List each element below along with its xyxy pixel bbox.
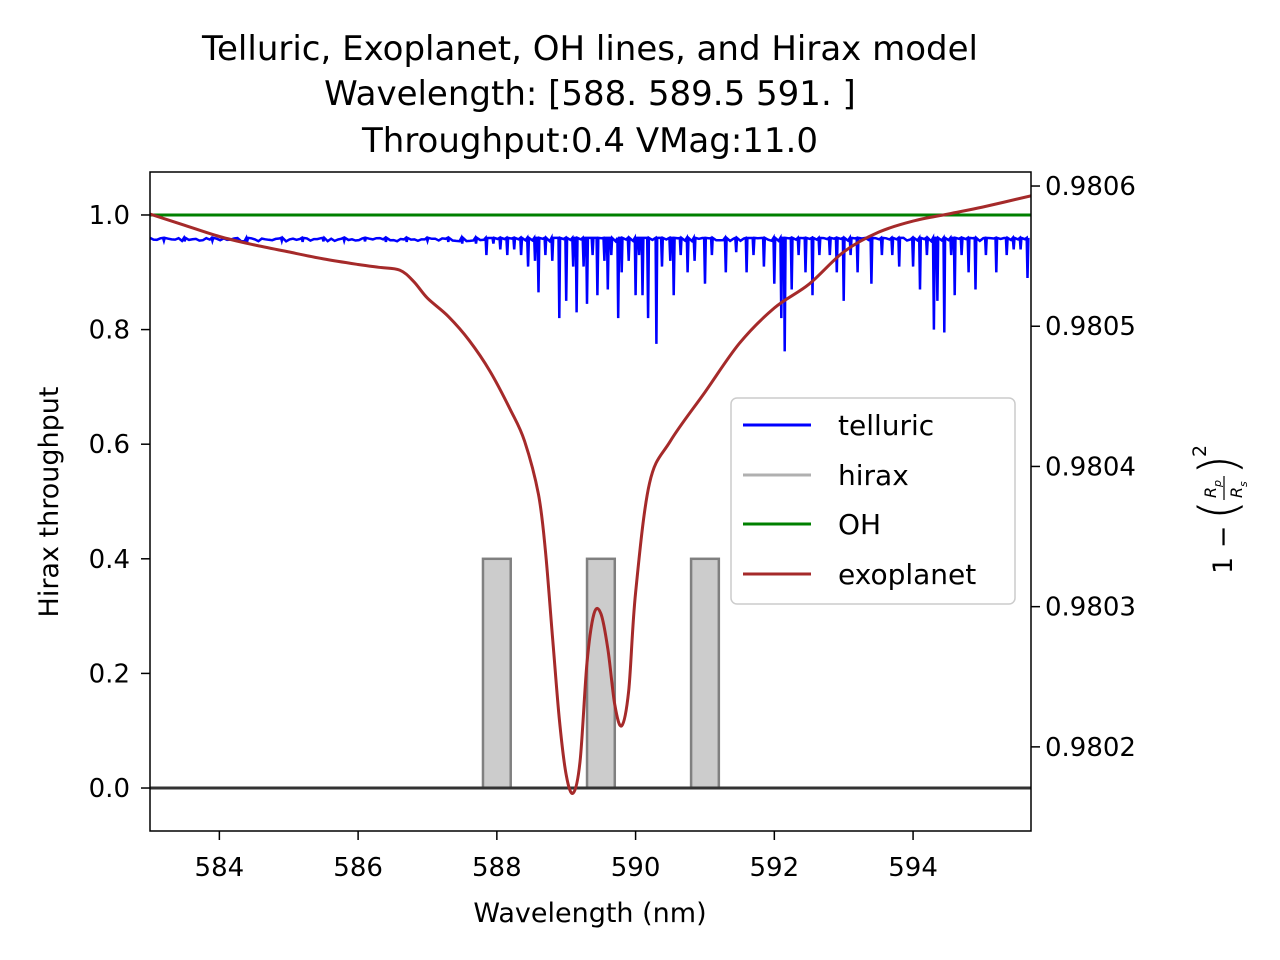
- svg-text:p: p: [1211, 480, 1224, 488]
- y-tick-label: 1.0: [89, 201, 130, 231]
- legend-label-oh: OH: [838, 508, 881, 541]
- svg-text:): ): [1189, 455, 1249, 475]
- series-group: [150, 194, 1031, 796]
- legend: telluric hirax OH exoplanet: [730, 397, 1016, 605]
- svg-text:R: R: [1201, 487, 1220, 498]
- y-tick-label: 0.8: [89, 316, 130, 346]
- y-tick-label: 0.0: [89, 774, 130, 804]
- legend-label-exoplanet: exoplanet: [838, 558, 976, 591]
- svg-text:1 −: 1 −: [1208, 526, 1239, 574]
- y-right-tick-label: 0.9802: [1045, 733, 1136, 763]
- x-tick-label: 586: [333, 853, 383, 883]
- ticks-layer: 584 586 588 590 592 594 0.0 0.2 0.4 0.6 0.8 1.0 0.98…: [89, 172, 1136, 883]
- y-tick-label: 0.4: [89, 545, 130, 575]
- x-tick-label: 584: [195, 853, 245, 883]
- y-right-tick-label: 0.9803: [1045, 593, 1136, 623]
- x-tick-label: 592: [750, 853, 800, 883]
- hirax-band-2: [689, 557, 721, 790]
- x-tick-label: 594: [888, 853, 938, 883]
- y-right-tick-label: 0.9806: [1045, 172, 1136, 202]
- telluric-line: [150, 233, 1030, 352]
- chart-title-line-1: Telluric, Exoplanet, OH lines, and Hirax…: [201, 29, 978, 69]
- svg-text:s: s: [1237, 481, 1250, 487]
- hirax-band-0: [481, 557, 512, 790]
- svg-text:R: R: [1227, 487, 1246, 498]
- plot-frame: [149, 171, 1032, 832]
- x-axis-label: Wavelength (nm): [473, 898, 706, 929]
- y-tick-label: 0.6: [89, 430, 130, 460]
- y-right-tick-label: 0.9804: [1045, 452, 1136, 482]
- chart-title: Telluric, Exoplanet, OH lines, and Hirax…: [201, 29, 978, 161]
- y-axis-right-label: 1 − ( R p R s ) 2: [1189, 445, 1250, 574]
- x-tick-label: 590: [611, 853, 661, 883]
- x-tick-label: 588: [472, 853, 522, 883]
- legend-label-telluric: telluric: [838, 409, 934, 442]
- legend-box: [730, 397, 1016, 605]
- chart-title-line-3: Throughput:0.4 VMag:11.0: [361, 121, 818, 161]
- legend-label-hirax: hirax: [838, 459, 909, 492]
- y-right-tick-label: 0.9805: [1045, 312, 1136, 342]
- svg-text:(: (: [1189, 500, 1249, 520]
- series-layer: [150, 194, 1031, 796]
- exoplanet-line: [150, 194, 1031, 796]
- y-tick-label: 0.2: [89, 659, 130, 689]
- chart-title-line-2: Wavelength: [588. 589.5 591. ]: [324, 74, 856, 114]
- y-axis-label: Hirax throughput: [34, 387, 65, 618]
- svg-text:2: 2: [1189, 445, 1211, 457]
